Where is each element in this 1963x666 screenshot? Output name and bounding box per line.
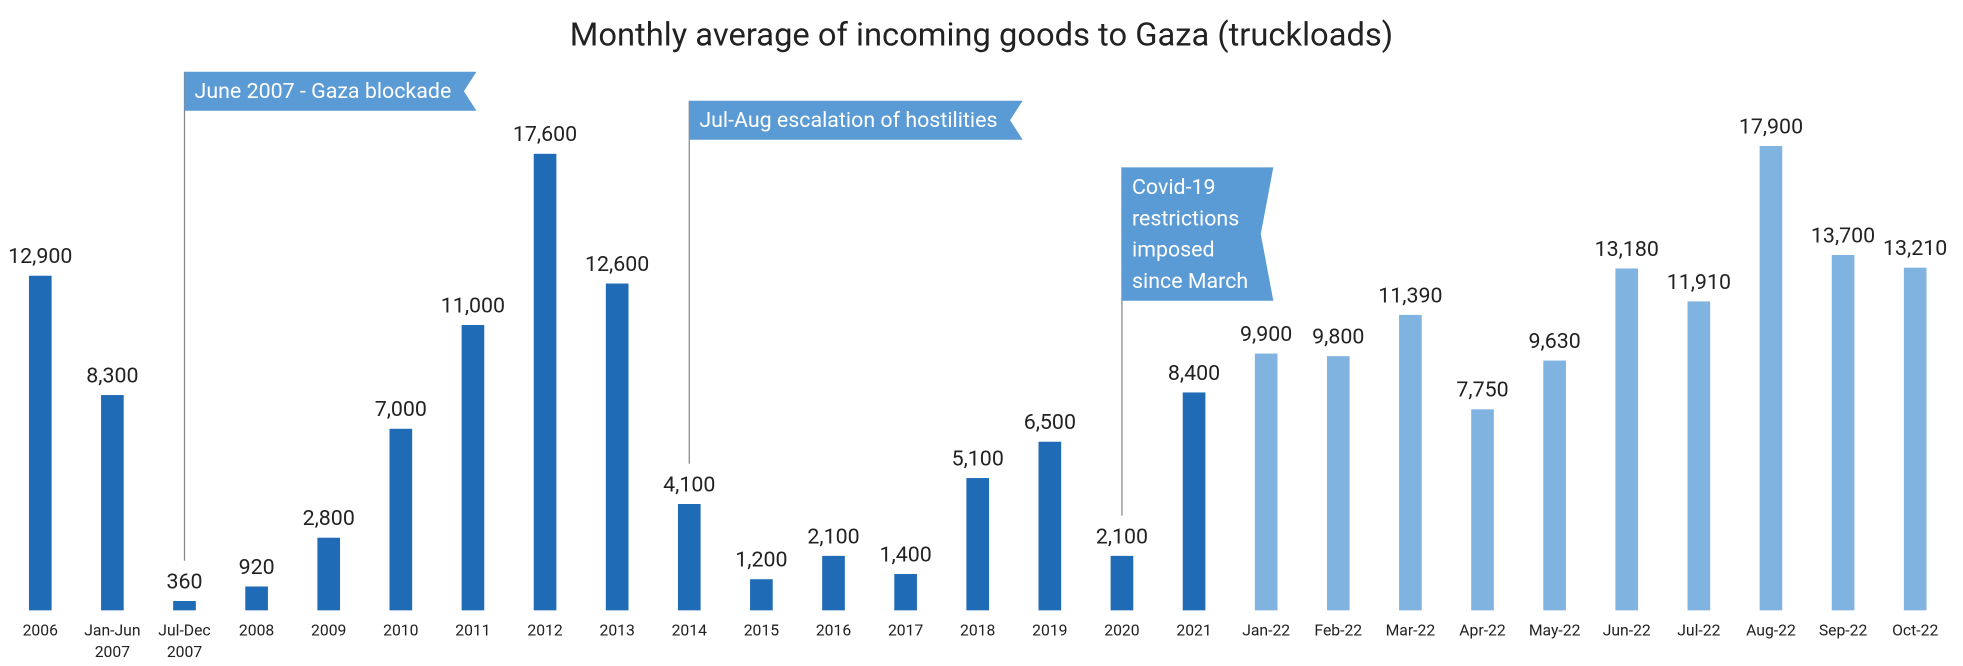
value-label: 11,000 (441, 293, 505, 318)
bar (677, 503, 701, 611)
bar (1471, 409, 1494, 611)
value-label: 6,500 (1024, 410, 1076, 435)
annotation: Jul-Aug escalation of hostilities (688, 100, 1023, 464)
value-label: 2,100 (807, 524, 859, 549)
x-tick-label: Oct-22 (1892, 621, 1938, 640)
bar (1182, 392, 1206, 611)
x-tick-label: Jun-22 (1603, 621, 1651, 640)
x-tick-label: 2018 (960, 621, 995, 640)
x-tick-label: 2015 (744, 621, 780, 640)
value-label: 360 (166, 569, 202, 594)
x-tick-label: Jan-Jun 2007 (84, 621, 140, 661)
annotation: June 2007 - Gaza blockade (183, 71, 477, 561)
bar (750, 579, 773, 611)
x-tick-label: 2013 (599, 621, 634, 640)
annotation-flag (689, 100, 1023, 140)
bar (1326, 356, 1350, 611)
x-tick-label: 2017 (888, 621, 924, 640)
x-tick-label: 2012 (527, 621, 563, 640)
annotation-text: June 2007 - Gaza blockade (195, 79, 452, 104)
x-tick-label: Aug-22 (1746, 621, 1796, 640)
value-label: 17,600 (513, 122, 577, 147)
value-label: 12,900 (8, 244, 72, 269)
value-label: 13,210 (1883, 236, 1947, 261)
annotation: Covid-19 restrictions imposed since March (1121, 167, 1274, 516)
bar (1759, 146, 1783, 611)
bar (1110, 555, 1134, 611)
x-tick-label: 2021 (1176, 621, 1211, 640)
x-tick-label: 2020 (1104, 621, 1139, 640)
x-tick-label: May-22 (1529, 621, 1581, 640)
annotation-flag (184, 71, 477, 111)
bar (245, 586, 268, 611)
bar (1399, 314, 1422, 611)
annotation-text: Covid-19 (1132, 175, 1216, 200)
bar (1903, 267, 1927, 611)
x-tick-label: 2010 (383, 621, 418, 640)
bar (173, 601, 196, 611)
bar (605, 283, 629, 611)
bar (317, 537, 341, 611)
bar (533, 153, 557, 611)
x-tick-label: 2019 (1032, 621, 1067, 640)
x-tick-label: 2011 (455, 621, 490, 640)
x-tick-label: Sep-22 (1819, 621, 1868, 640)
x-tick-label: 2014 (672, 621, 708, 640)
x-tick-label: 2008 (239, 621, 274, 640)
bar (966, 478, 990, 611)
value-label: 11,390 (1378, 283, 1442, 308)
value-label: 17,900 (1739, 114, 1803, 139)
bar (822, 555, 845, 611)
bar (101, 395, 124, 611)
value-label: 2,800 (303, 506, 355, 531)
value-label: 7,000 (375, 397, 427, 422)
value-label: 9,800 (1312, 325, 1364, 350)
value-label: 13,180 (1595, 237, 1659, 262)
value-label: 5,100 (952, 446, 1004, 471)
bar (1254, 353, 1278, 611)
value-label: 9,900 (1240, 322, 1292, 347)
x-tick-label: 2016 (816, 621, 852, 640)
bar (389, 428, 413, 611)
x-tick-label: Apr-22 (1459, 621, 1506, 640)
value-label: 9,630 (1528, 329, 1580, 354)
bar (461, 325, 485, 611)
chart-title: Monthly average of incoming goods to Gaz… (570, 15, 1393, 53)
bar (1038, 441, 1062, 611)
value-label: 2,100 (1096, 524, 1148, 549)
value-label: 920 (239, 555, 275, 580)
bar (28, 275, 52, 611)
x-tick-label: Jul-Dec 2007 (158, 621, 210, 661)
annotation-text: Jul-Aug escalation of hostilities (699, 108, 997, 133)
value-label: 11,910 (1667, 270, 1731, 295)
bar (1831, 254, 1855, 611)
value-label: 12,600 (585, 252, 649, 277)
value-label: 8,400 (1168, 361, 1220, 386)
annotation-text: since March (1132, 269, 1248, 294)
value-label: 1,400 (879, 542, 931, 567)
annotation-text: restrictions (1132, 206, 1239, 231)
bar (894, 574, 917, 611)
bar (1687, 301, 1711, 611)
value-label: 8,300 (86, 363, 138, 388)
value-label: 7,750 (1456, 378, 1508, 403)
value-label: 4,100 (663, 472, 715, 497)
x-tick-label: Jul-22 (1677, 621, 1720, 640)
x-tick-label: Jan-22 (1242, 621, 1290, 640)
annotation-flag (1121, 167, 1274, 301)
value-label: 13,700 (1811, 223, 1875, 248)
value-label: 1,200 (735, 548, 787, 573)
x-tick-label: Feb-22 (1314, 621, 1362, 640)
x-tick-label: Mar-22 (1386, 621, 1436, 640)
bar (1615, 268, 1639, 611)
bar (1543, 360, 1566, 611)
x-tick-label: 2009 (311, 621, 346, 640)
annotation-text: imposed (1132, 238, 1215, 263)
x-tick-label: 2006 (23, 621, 59, 640)
